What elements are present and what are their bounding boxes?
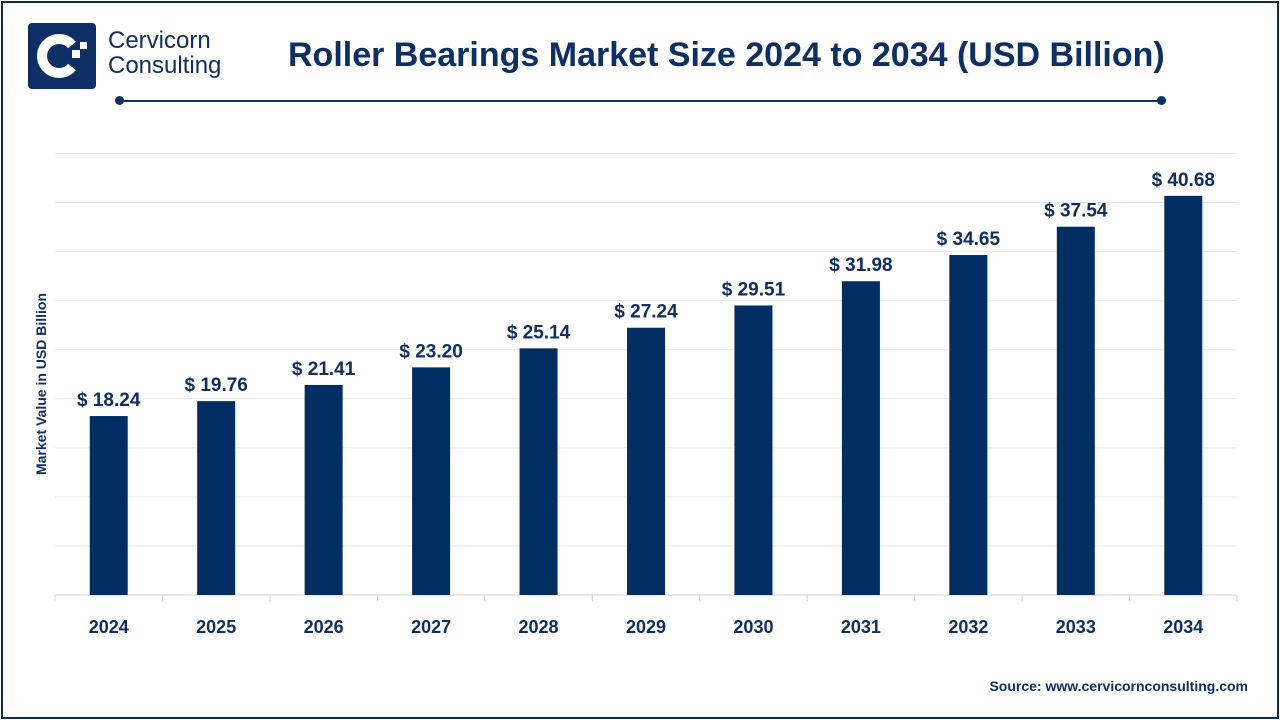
bar-2031: [841, 281, 880, 595]
bar-2034: [1164, 195, 1203, 595]
data-label-2030: $ 29.51: [722, 279, 786, 300]
bar-2024: [89, 416, 128, 595]
x-tick-label-2034: 2034: [1163, 617, 1203, 637]
bar-2026: [304, 384, 343, 595]
bar-2027: [412, 367, 451, 595]
title-divider: [119, 100, 1163, 102]
data-label-2033: $ 37.54: [1044, 201, 1108, 222]
data-label-2028: $ 25.14: [507, 322, 571, 343]
chart-title: Roller Bearings Market Size 2024 to 2034…: [288, 36, 1165, 74]
x-tick-label-2027: 2027: [411, 617, 451, 637]
data-label-2027: $ 23.20: [399, 341, 462, 362]
data-label-2034: $ 40.68: [1152, 170, 1215, 191]
bar-2028: [519, 348, 558, 595]
x-tick-label-2029: 2029: [626, 617, 666, 637]
x-tick-label-2026: 2026: [304, 617, 344, 637]
x-tick-label-2030: 2030: [733, 617, 773, 637]
data-label-2031: $ 31.98: [829, 255, 892, 276]
data-label-2029: $ 27.24: [614, 302, 678, 323]
brand-line2: Consulting: [108, 52, 222, 79]
bar-2033: [1056, 226, 1095, 595]
data-label-2032: $ 34.65: [937, 229, 1001, 250]
bar-2032: [949, 255, 988, 596]
divider-dot-left: [115, 96, 124, 105]
data-label-2026: $ 21.41: [292, 359, 356, 380]
data-label-2024: $ 18.24: [77, 390, 141, 411]
brand-line1: Cervicorn: [108, 27, 211, 54]
data-label-2025: $ 19.76: [184, 375, 247, 396]
x-tick-label-2024: 2024: [89, 617, 129, 637]
x-tick-label-2028: 2028: [519, 617, 559, 637]
cervicorn-logo-icon: [28, 23, 96, 89]
divider-dot-right: [1157, 96, 1166, 105]
x-tick-label-2025: 2025: [196, 617, 236, 637]
bar-2030: [734, 305, 773, 595]
bar-2029: [627, 327, 665, 595]
source-text: Source: www.cervicornconsulting.com: [989, 678, 1248, 694]
bar-2025: [197, 401, 236, 595]
x-tick-label-2031: 2031: [841, 617, 881, 637]
x-tick-label-2033: 2033: [1056, 617, 1096, 637]
x-tick-label-2032: 2032: [948, 617, 988, 637]
brand-name: Cervicorn Consulting: [108, 28, 221, 78]
